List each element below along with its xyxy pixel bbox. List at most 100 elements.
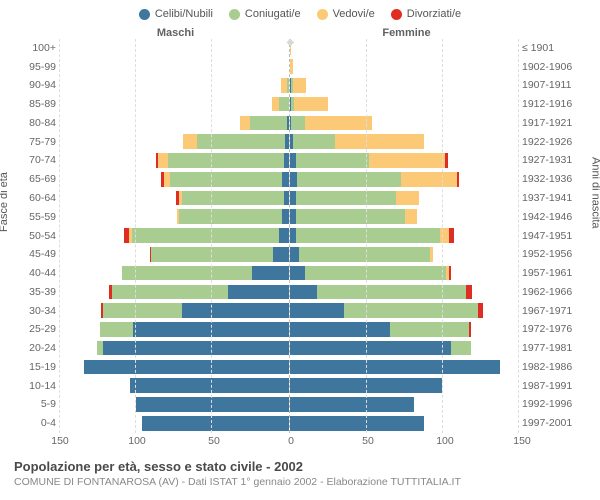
bar-row [290,339,519,358]
bar-segment [100,322,134,337]
legend-swatch [139,9,150,20]
bar-segment [317,285,466,300]
bar-row [290,226,519,245]
bar-row [60,95,289,114]
birth-label: 1987-1991 [522,376,586,395]
bar-segment [290,341,451,356]
bar-row [60,170,289,189]
bar-segment [299,247,430,262]
bar-segment [272,97,280,112]
bar-row [60,189,289,208]
birth-label: 1932-1936 [522,170,586,189]
bar-segment [440,228,449,243]
bars-male [60,39,290,433]
bar-row [290,189,519,208]
age-label: 0-4 [14,414,60,433]
bar-segment [290,285,317,300]
birth-label: 1982-1986 [522,358,586,377]
bar-segment [457,172,459,187]
bar-segment [279,97,288,112]
bar-segment [170,172,283,187]
bar-segment [287,116,289,131]
bar-segment [103,303,182,318]
x-axis-left: 050100150 [60,435,291,449]
bar-segment [197,134,285,149]
x-tick: 50 [362,435,374,447]
bar-row [60,226,289,245]
legend-label: Coniugati/e [245,8,301,20]
bar-segment [296,153,369,168]
bar-row [60,264,289,283]
bar-segment [451,341,471,356]
header-males: Maschi [60,27,291,39]
bar-segment [284,191,289,206]
bar-segment [84,360,288,375]
chart-footer: Popolazione per età, sesso e stato civil… [14,459,586,488]
y-axis-right-title: Anni di nascita [590,157,600,229]
bar-row [290,170,519,189]
bar-segment [293,78,307,93]
bar-row [290,132,519,151]
age-label: 20-24 [14,339,60,358]
birth-label: 1902-1906 [522,57,586,76]
bar-segment [228,285,289,300]
y-axis-age: 100+95-9990-9485-8980-8475-7970-7465-696… [14,39,60,433]
bar-row [290,245,519,264]
age-label: 85-89 [14,95,60,114]
age-label: 15-19 [14,358,60,377]
x-tick: 100 [436,435,454,447]
bar-segment [290,322,391,337]
bar-segment [142,416,288,431]
bar-row [290,151,519,170]
bar-row [290,57,519,76]
bar-segment [183,134,197,149]
y-axis-left-title: Fasce di età [0,172,10,232]
bar-row [60,245,289,264]
bar-segment [282,172,288,187]
bar-segment [240,116,251,131]
birth-label: 1937-1941 [522,189,586,208]
bar-row [290,282,519,301]
bar-segment [290,266,305,281]
x-tick: 100 [128,435,146,447]
bar-segment [478,303,483,318]
legend: Celibi/NubiliConiugati/eVedovi/eDivorzia… [14,8,586,23]
bar-segment [158,153,169,168]
bar-segment [296,228,441,243]
bar-segment [469,322,471,337]
bar-row [60,114,289,133]
x-tick: 150 [51,435,69,447]
bar-segment [305,266,447,281]
age-label: 25-29 [14,320,60,339]
bar-segment [290,397,415,412]
bar-row [60,76,289,95]
bar-segment [132,228,280,243]
birth-label: 1957-1961 [522,264,586,283]
y-axis-birth: ≤ 19011902-19061907-19111912-19161917-19… [518,39,586,433]
legend-item: Celibi/Nubili [139,8,213,20]
age-label: 60-64 [14,189,60,208]
bar-row [60,132,289,151]
bar-row [290,414,519,433]
legend-item: Vedovi/e [317,8,375,20]
birth-label: 1917-1921 [522,114,586,133]
bar-segment [405,209,417,224]
bar-row [60,358,289,377]
bar-segment [390,322,469,337]
birth-label: 1942-1946 [522,207,586,226]
chart-title: Popolazione per età, sesso e stato civil… [14,459,586,474]
legend-label: Vedovi/e [333,8,375,20]
bar-segment [445,153,448,168]
age-label: 75-79 [14,132,60,151]
birth-label: ≤ 1901 [522,39,586,58]
age-label: 45-49 [14,245,60,264]
bar-segment [130,378,288,393]
birth-label: 1967-1971 [522,301,586,320]
bar-segment [296,191,397,206]
bar-segment [449,228,454,243]
bar-row [290,320,519,339]
bar-segment [335,134,423,149]
birth-label: 1997-2001 [522,414,586,433]
chart-subtitle: COMUNE DI FONTANAROSA (AV) - Dati ISTAT … [14,476,586,488]
bar-segment [136,397,288,412]
